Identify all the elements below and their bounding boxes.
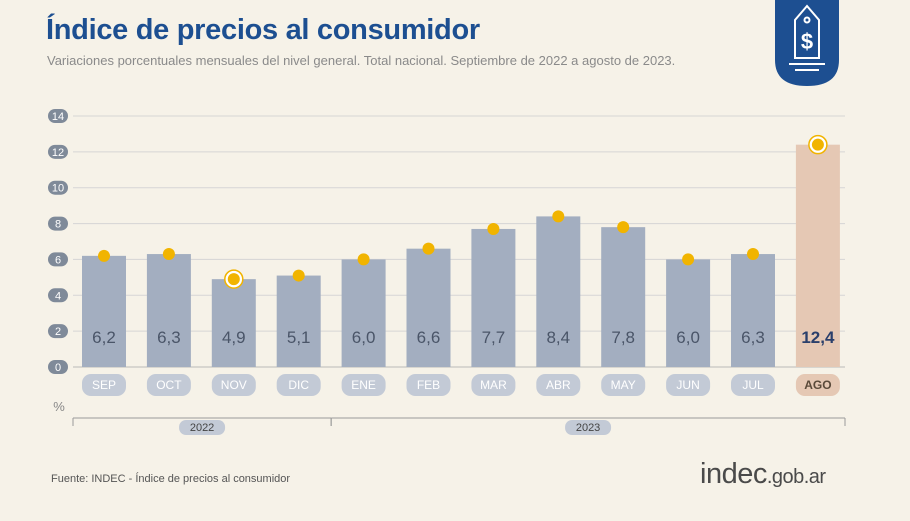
y-tick-label: 6 <box>55 254 61 266</box>
x-tick-label: AGO <box>804 378 831 392</box>
marker-dot <box>292 269 305 282</box>
marker-dot <box>747 248 759 261</box>
x-tick-label: NOV <box>221 378 247 392</box>
y-tick-label: 4 <box>55 290 61 302</box>
x-tick-label: SEP <box>92 378 116 392</box>
x-axis-ticks: SEP OCT NOV DIC ENE FEB MAR ABR MAY JUN JUL AGO <box>82 374 840 396</box>
x-tick-label: MAR <box>480 378 507 392</box>
year-pill <box>565 420 612 435</box>
marker-dot <box>98 249 110 262</box>
value-labels: 6,2 6,3 4,9 5,1 6,0 6,6 7,7 8,4 7,8 6,0 6,3 12,4 <box>92 328 835 347</box>
logo-main-text: indec <box>700 458 767 490</box>
value-label: 7,8 <box>611 328 635 347</box>
value-label: 6,3 <box>157 328 181 347</box>
marker-dot <box>617 221 630 234</box>
y-tick-label: 10 <box>52 183 64 195</box>
value-label: 7,7 <box>482 328 506 347</box>
x-tick-pill <box>536 374 581 396</box>
marker-dot <box>682 253 695 266</box>
grid-lines <box>73 115 845 368</box>
year-groups: 2022 2023 <box>72 417 846 435</box>
source-note: Fuente: INDEC - Índice de precios al con… <box>51 473 291 485</box>
y-tick-pill <box>48 144 68 159</box>
y-axis-unit-label: % <box>53 399 65 414</box>
value-label: 6,0 <box>352 328 376 347</box>
x-tick-pill <box>795 374 840 396</box>
indec-logo: indec.gob.ar <box>700 458 826 491</box>
value-label: 12,4 <box>801 328 835 347</box>
x-tick-pill <box>601 374 646 396</box>
bar <box>471 228 516 367</box>
price-tag-dollar-icon: $ <box>775 0 839 86</box>
bar <box>795 144 840 367</box>
x-tick-label: DIC <box>288 378 309 392</box>
y-tick-pill <box>48 180 68 195</box>
y-tick-label: 2 <box>55 326 61 338</box>
value-label: 5,1 <box>287 328 311 347</box>
marker-dot <box>811 138 824 151</box>
y-tick-pill <box>48 324 68 339</box>
x-tick-label: JUL <box>742 378 764 392</box>
y-tick-pill <box>48 109 68 123</box>
y-tick-label: 12 <box>52 147 64 159</box>
bar <box>276 275 321 367</box>
x-tick-label: ENE <box>351 378 376 392</box>
year-label: 2022 <box>190 422 214 434</box>
marker-dot <box>552 210 565 223</box>
x-tick-label: ABR <box>546 378 571 392</box>
x-tick-pill <box>406 374 451 396</box>
marker-dot <box>227 273 240 286</box>
marker-dot <box>487 222 500 235</box>
x-tick-label: OCT <box>156 378 182 392</box>
bar <box>211 279 256 367</box>
logo-domain-text: .gob.ar <box>766 466 826 488</box>
chart-subtitle: Variaciones porcentuales mensuales del n… <box>47 53 676 68</box>
svg-text:$: $ <box>801 29 813 54</box>
y-tick-label: 14 <box>52 111 64 123</box>
chart-title: Índice de precios al consumidor <box>46 14 480 46</box>
x-tick-pill <box>731 374 775 396</box>
x-tick-label: FEB <box>417 378 440 392</box>
marker-dot <box>162 248 175 261</box>
y-tick-pill <box>48 288 68 303</box>
bar <box>341 259 386 367</box>
x-tick-pill <box>146 374 191 396</box>
x-tick-pill <box>276 374 321 396</box>
value-label: 4,9 <box>222 328 246 347</box>
marker-dot <box>357 253 370 266</box>
y-axis-ticks: 0 2 4 6 8 10 12 14 <box>48 109 68 374</box>
x-tick-pill <box>211 374 256 396</box>
bar <box>82 255 126 367</box>
value-label: 8,4 <box>546 328 570 347</box>
x-tick-pill <box>341 374 386 396</box>
value-label: 6,6 <box>417 328 441 347</box>
bar <box>731 254 775 367</box>
price-tag-badge: $ <box>775 0 839 86</box>
y-tick-pill <box>48 252 68 267</box>
y-tick-pill <box>48 216 68 231</box>
y-tick-pill <box>48 360 68 374</box>
y-tick-label: 0 <box>55 362 61 374</box>
bar <box>666 259 711 367</box>
year-pill <box>179 420 226 435</box>
markers <box>98 134 828 289</box>
x-tick-pill <box>666 374 711 396</box>
bar <box>536 216 581 367</box>
marker-dot <box>422 242 435 255</box>
x-tick-pill <box>471 374 516 396</box>
bar <box>601 227 646 367</box>
x-tick-label: JUN <box>676 378 699 392</box>
x-tick-pill <box>82 374 126 396</box>
bars <box>82 144 840 367</box>
y-tick-label: 8 <box>55 219 61 231</box>
value-label: 6,0 <box>676 328 700 347</box>
bar <box>406 248 451 367</box>
bar <box>146 254 191 367</box>
value-label: 6,2 <box>92 328 116 347</box>
x-tick-label: MAY <box>611 378 636 392</box>
year-label: 2023 <box>576 422 600 434</box>
value-label: 6,3 <box>741 328 765 347</box>
